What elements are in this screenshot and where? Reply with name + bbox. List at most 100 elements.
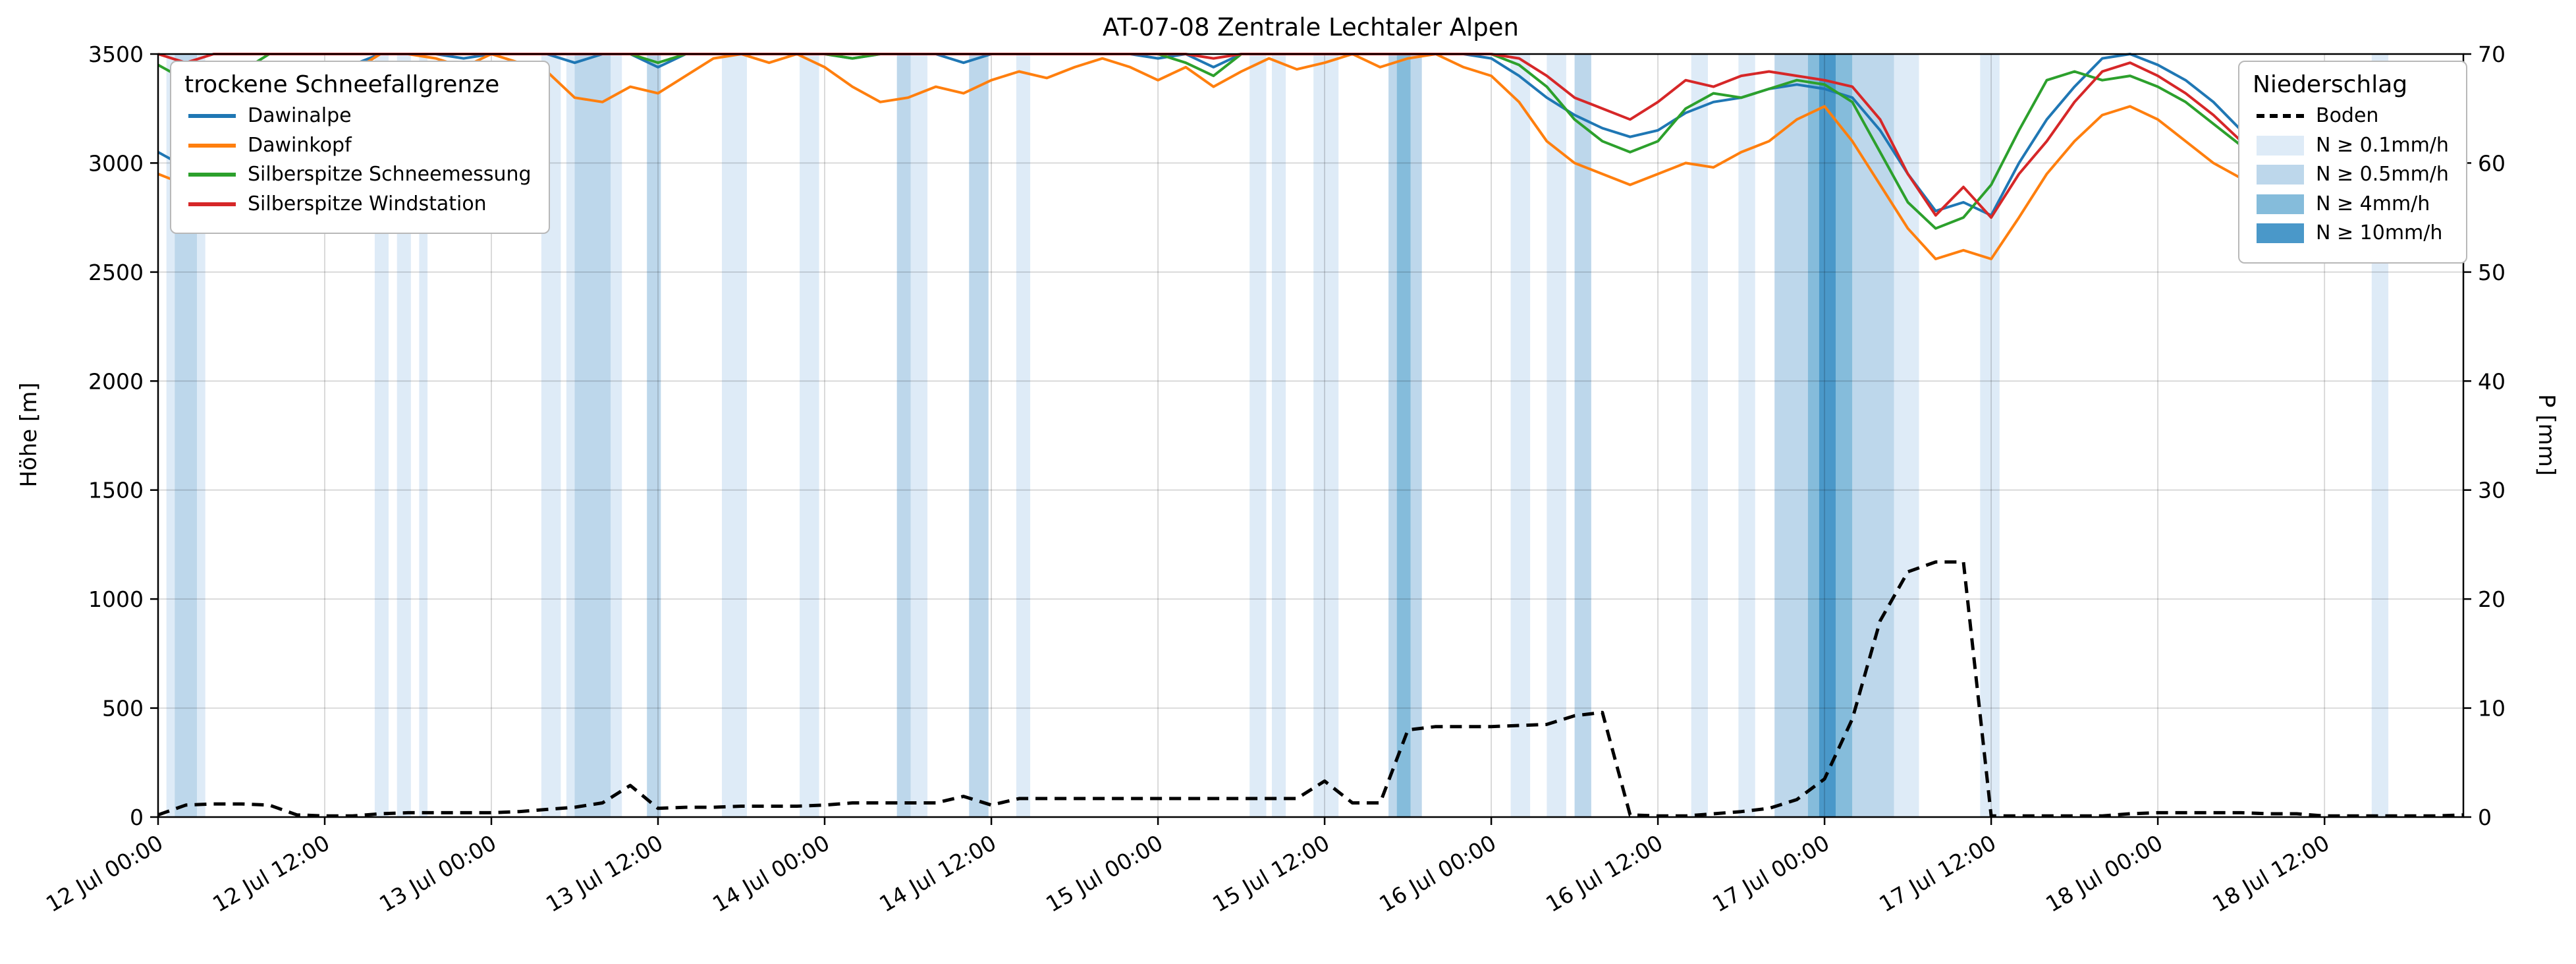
precip-band-level-1 [1313, 54, 1339, 817]
x-tick-label: 15 Jul 12:00 [1208, 830, 1334, 917]
x-tick-label: 12 Jul 00:00 [41, 830, 167, 917]
precip-band-level-1 [611, 54, 622, 817]
legend-snowline-title: trockene Schneefallgrenze [184, 71, 500, 98]
precip-bands [166, 54, 2389, 817]
legend-label-dawinkopf: Dawinkopf [248, 133, 352, 157]
precip-band-level-4 [1819, 54, 1836, 817]
y-left-tick-label: 500 [102, 696, 144, 722]
precip-band-level-1 [722, 54, 747, 817]
silberspitze-schneemessung-line-swatch [188, 173, 236, 177]
precip-band-level-2 [1774, 54, 1808, 817]
precip-band-level-2 [1388, 54, 1397, 817]
precip-05-swatch [2257, 165, 2304, 185]
legend-precip-title: Niederschlag [2253, 71, 2408, 98]
legend-label-boden: Boden [2316, 104, 2379, 127]
legend-item-silberspitze-windstation: Silberspitze Windstation [188, 192, 532, 216]
legend-item-precip-01: N ≥ 0.1mm/h [2257, 134, 2449, 157]
precip-band-level-1 [910, 54, 928, 817]
precip-band-level-1 [1510, 54, 1531, 817]
y-right-tick-label: 20 [2478, 586, 2506, 612]
x-tick-label: 14 Jul 12:00 [875, 830, 1000, 917]
precip-band-level-2 [647, 54, 661, 817]
precip-band-level-1 [1272, 54, 1286, 817]
precip-band-level-1 [397, 54, 411, 817]
legend-item-dawinkopf: Dawinkopf [188, 134, 532, 157]
y-right-tick-label: 30 [2478, 478, 2506, 503]
legend-label-silberspitze-windstation: Silberspitze Windstation [248, 192, 487, 215]
x-tick-label: 16 Jul 12:00 [1541, 830, 1667, 917]
x-tick-label: 16 Jul 00:00 [1375, 830, 1500, 917]
y-left-tick-label: 3000 [88, 150, 144, 176]
precip-band-level-1 [566, 54, 575, 817]
precip-band-level-1 [166, 54, 175, 817]
legend-label-precip-4: N ≥ 4mm/h [2316, 192, 2430, 215]
y-left-tick-label: 2500 [88, 260, 144, 285]
precip-band-level-2 [896, 54, 911, 817]
y-left-tick-label: 2000 [88, 368, 144, 394]
precip-band-level-1 [197, 54, 206, 817]
silberspitze-windstation-line-swatch [188, 202, 236, 206]
x-tick-label: 12 Jul 12:00 [208, 830, 334, 917]
plot-frame [157, 53, 2465, 818]
precip-band-level-1 [419, 54, 428, 817]
series-line-boden [157, 560, 2464, 818]
y-right-tick-label: 0 [2478, 805, 2492, 830]
y-right-tick-label: 10 [2478, 696, 2506, 722]
precip-band-level-1 [1249, 54, 1267, 817]
dawinalpe-line-swatch [188, 114, 236, 119]
y-right-tick-label: 60 [2478, 150, 2506, 176]
legend-label-silberspitze-schneemessung: Silberspitze Schneemessung [248, 163, 532, 186]
y-right-tick-label: 50 [2478, 260, 2506, 285]
precip-band-level-1 [800, 54, 819, 817]
precip-band-level-3 [1807, 54, 1819, 817]
y-left-tick-label: 0 [130, 805, 144, 830]
precip-band-level-1 [1016, 54, 1031, 817]
y-right-tick-label: 40 [2478, 368, 2506, 394]
legend-item-precip-10: N ≥ 10mm/h [2257, 221, 2449, 245]
legend-item-precip-4: N ≥ 4mm/h [2257, 192, 2449, 216]
precip-band-level-1 [1738, 54, 1755, 817]
y-left-tick-label: 1500 [88, 478, 144, 503]
precip-band-level-1 [1980, 54, 2000, 817]
x-tick-label: 18 Jul 12:00 [2208, 830, 2334, 917]
legend-item-precip-05: N ≥ 0.5mm/h [2257, 163, 2449, 186]
precip-band-level-2 [574, 54, 611, 817]
tick-marks [150, 53, 2471, 825]
precip-band-level-3 [1836, 54, 1853, 817]
boden-dashed-line-swatch [2257, 114, 2304, 119]
legend-label-precip-01: N ≥ 0.1mm/h [2316, 133, 2449, 157]
x-tick-label: 17 Jul 12:00 [1875, 830, 2000, 917]
legend-item-silberspitze-schneemessung: Silberspitze Schneemessung [188, 163, 532, 186]
y-left-tick-label: 1000 [88, 586, 144, 612]
precip-01-swatch [2257, 135, 2304, 156]
legend-snowline: trockene Schneefallgrenze Dawinalpe Dawi… [170, 61, 550, 234]
y-right-axis-label: P [mm] [2533, 393, 2560, 476]
precip-band-level-1 [1691, 54, 1708, 817]
x-tick-label: 15 Jul 00:00 [1041, 830, 1167, 917]
legend-precip: Niederschlag Boden N ≥ 0.1mm/h N ≥ 0.5mm… [2238, 61, 2467, 264]
legend-item-dawinalpe: Dawinalpe [188, 104, 532, 128]
precip-band-level-2 [969, 54, 989, 817]
legend-label-precip-05: N ≥ 0.5mm/h [2316, 163, 2449, 186]
y-left-axis-label: Höhe [m] [16, 382, 42, 488]
precip-band-level-2 [1410, 54, 1422, 817]
precip-4-swatch [2257, 194, 2304, 214]
y-left-tick-label: 3500 [88, 42, 144, 67]
dawinkopf-line-swatch [188, 143, 236, 148]
x-tick-label: 13 Jul 00:00 [375, 830, 501, 917]
legend-item-boden: Boden [2257, 104, 2449, 128]
x-tick-label: 17 Jul 00:00 [1708, 830, 1834, 917]
precip-band-level-2 [1574, 54, 1591, 817]
precip-band-level-1 [374, 54, 389, 817]
precip-10-swatch [2257, 223, 2304, 244]
precip-band-level-1 [1547, 54, 1566, 817]
legend-label-precip-10: N ≥ 10mm/h [2316, 221, 2443, 244]
x-tick-label: 14 Jul 00:00 [708, 830, 834, 917]
page-title: AT-07-08 Zentrale Lechtaler Alpen [1102, 13, 1520, 42]
x-tick-label: 13 Jul 12:00 [541, 830, 667, 917]
y-right-tick-label: 70 [2478, 42, 2506, 67]
legend-label-dawinalpe: Dawinalpe [248, 104, 352, 127]
x-tick-label: 18 Jul 00:00 [2041, 830, 2167, 917]
precip-band-level-3 [1396, 54, 1411, 817]
